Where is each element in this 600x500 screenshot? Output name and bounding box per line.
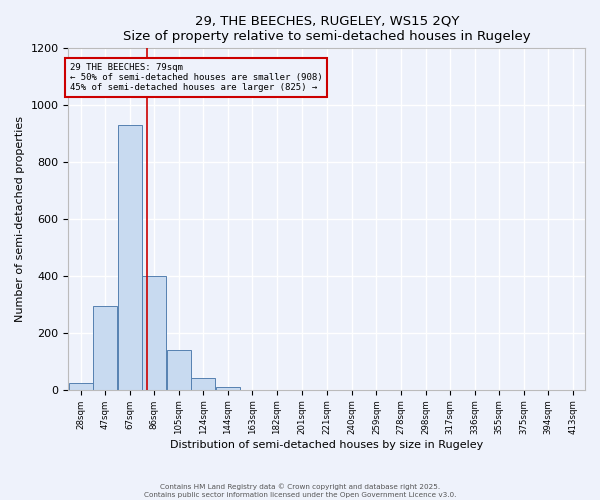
- Bar: [167, 350, 191, 390]
- Y-axis label: Number of semi-detached properties: Number of semi-detached properties: [15, 116, 25, 322]
- Bar: [69, 382, 92, 390]
- Text: 29 THE BEECHES: 79sqm
← 50% of semi-detached houses are smaller (908)
45% of sem: 29 THE BEECHES: 79sqm ← 50% of semi-deta…: [70, 62, 322, 92]
- Bar: [191, 378, 215, 390]
- Title: 29, THE BEECHES, RUGELEY, WS15 2QY
Size of property relative to semi-detached ho: 29, THE BEECHES, RUGELEY, WS15 2QY Size …: [123, 15, 530, 43]
- Bar: [216, 387, 240, 390]
- Bar: [142, 276, 166, 390]
- X-axis label: Distribution of semi-detached houses by size in Rugeley: Distribution of semi-detached houses by …: [170, 440, 484, 450]
- Bar: [118, 125, 142, 390]
- Bar: [93, 306, 117, 390]
- Text: Contains HM Land Registry data © Crown copyright and database right 2025.
Contai: Contains HM Land Registry data © Crown c…: [144, 484, 456, 498]
